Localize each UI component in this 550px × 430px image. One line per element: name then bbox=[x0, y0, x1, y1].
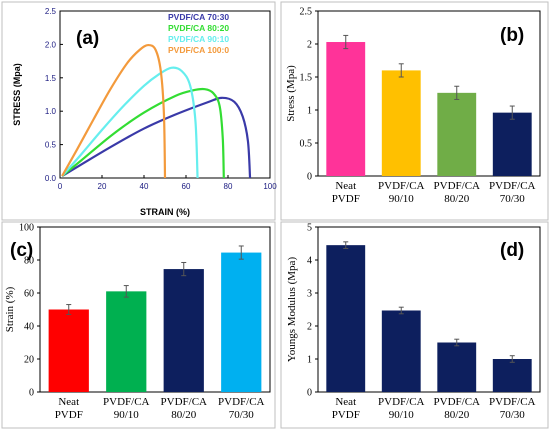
y-tick-label-2.0: 2.0 bbox=[45, 40, 57, 49]
category-label-3-0: PVDF/CA bbox=[489, 180, 536, 192]
y-tick-label-1: 1 bbox=[307, 355, 312, 366]
y-tick-label-2.5: 2.5 bbox=[45, 7, 57, 16]
category-label-2-0: PVDF/CA bbox=[434, 396, 481, 408]
x-tick-label-100: 100 bbox=[263, 182, 277, 191]
y-tick-label-2.5: 2.5 bbox=[300, 7, 313, 18]
y-tick-label-100: 100 bbox=[19, 223, 34, 234]
category-label-1-1: 90/10 bbox=[389, 409, 415, 421]
x-tick-label-60: 60 bbox=[182, 182, 191, 191]
x-tick-label-0: 0 bbox=[58, 182, 63, 191]
panel-label-b: (b) bbox=[500, 25, 524, 46]
category-label-3-1: 70/30 bbox=[229, 409, 255, 421]
category-label-2-0: PVDF/CA bbox=[161, 396, 208, 408]
y-tick-label-20: 20 bbox=[24, 355, 34, 366]
x-tick-label-20: 20 bbox=[98, 182, 107, 191]
bar-2 bbox=[437, 342, 477, 392]
category-label-1-1: 90/10 bbox=[114, 409, 140, 421]
y-tick-label-1.5: 1.5 bbox=[45, 74, 57, 83]
series-line-0 bbox=[61, 96, 252, 179]
category-label-3-1: 70/30 bbox=[500, 193, 526, 205]
category-label-2-1: 80/20 bbox=[171, 409, 197, 421]
y-axis-title: Stress (Mpa) bbox=[285, 65, 297, 122]
category-label-1-1: 90/10 bbox=[389, 193, 415, 205]
bar-0 bbox=[326, 42, 366, 176]
y-tick-label-0.5: 0.5 bbox=[300, 139, 313, 150]
x-tick-label-40: 40 bbox=[140, 182, 149, 191]
plot-area bbox=[317, 10, 541, 177]
bar-3 bbox=[221, 252, 262, 392]
panel-label-d: (d) bbox=[500, 240, 524, 261]
category-label-3-1: 70/30 bbox=[500, 409, 526, 421]
x-tick-label-80: 80 bbox=[224, 182, 233, 191]
category-label-0-0: Neat bbox=[335, 396, 356, 408]
category-label-0-1: PVDF bbox=[55, 409, 83, 421]
category-label-2-1: 80/20 bbox=[444, 409, 470, 421]
panel-label-c: (c) bbox=[10, 240, 33, 261]
y-tick-label-3: 3 bbox=[307, 289, 312, 300]
y-tick-label-0.0: 0.0 bbox=[45, 174, 57, 183]
y-axis-title: Youngs Modulus (Mpa) bbox=[286, 257, 298, 363]
bar-0 bbox=[326, 245, 366, 392]
category-label-3-0: PVDF/CA bbox=[218, 396, 265, 408]
y-tick-label-5: 5 bbox=[307, 223, 312, 234]
y-tick-label-0: 0 bbox=[29, 388, 34, 399]
bar-1 bbox=[381, 70, 421, 176]
bar-2 bbox=[437, 92, 477, 176]
panel-c-frame bbox=[1, 221, 276, 429]
category-label-0-1: PVDF bbox=[332, 193, 360, 205]
y-tick-label-2: 2 bbox=[307, 322, 312, 333]
panel-a: 0 20 40 60 80 100 0.0 0.5 1.0 1.5 2.0 2.5 STRAIN (%)… bbox=[1, 1, 277, 221]
bar-1 bbox=[381, 310, 421, 392]
panel-d-frame bbox=[280, 221, 549, 429]
legend-entry-3: PVDF/CA 100:0 bbox=[168, 45, 229, 55]
category-label-0-0: Neat bbox=[58, 396, 79, 408]
category-label-3-0: PVDF/CA bbox=[489, 396, 536, 408]
bar-1 bbox=[106, 291, 147, 392]
y-tick-label-0: 0 bbox=[307, 172, 312, 183]
y-tick-label-80: 80 bbox=[24, 256, 34, 267]
plot-area bbox=[317, 226, 541, 393]
bar-3 bbox=[492, 112, 532, 176]
y-tick-label-40: 40 bbox=[24, 322, 34, 333]
series-line-2 bbox=[61, 66, 199, 179]
category-label-1-0: PVDF/CA bbox=[103, 396, 150, 408]
y-tick-label-1.0: 1.0 bbox=[45, 107, 57, 116]
legend-entry-0: PVDF/CA 70:30 bbox=[168, 12, 229, 22]
y-tick-label-60: 60 bbox=[24, 289, 34, 300]
panel-d: 012345NeatPVDFPVDF/CA90/10PVDF/CA80/20PV… bbox=[280, 221, 549, 429]
y-tick-label-1: 1 bbox=[307, 106, 312, 117]
y-tick-label-2: 2 bbox=[307, 40, 312, 51]
y-tick-label-4: 4 bbox=[307, 256, 312, 267]
category-label-2-0: PVDF/CA bbox=[434, 180, 481, 192]
y-tick-label-0: 0 bbox=[307, 388, 312, 399]
y-tick-label-1.5: 1.5 bbox=[300, 73, 313, 84]
bar-0 bbox=[48, 309, 89, 392]
panel-a-frame bbox=[1, 1, 276, 221]
category-label-1-0: PVDF/CA bbox=[378, 180, 425, 192]
category-label-1-0: PVDF/CA bbox=[378, 396, 425, 408]
bar-2 bbox=[163, 269, 204, 392]
y-axis-title: Strain (%) bbox=[4, 286, 16, 332]
category-label-0-0: Neat bbox=[335, 180, 356, 192]
panel-c: 020406080100NeatPVDFPVDF/CA90/10PVDF/CA8… bbox=[1, 221, 276, 429]
legend-entry-2: PVDF/CA 90:10 bbox=[168, 34, 229, 44]
panel-label-a: (a) bbox=[76, 28, 99, 49]
y-tick-label-0.5: 0.5 bbox=[45, 141, 57, 150]
series-line-3 bbox=[61, 43, 167, 179]
bar-3 bbox=[492, 359, 532, 392]
x-axis-title: STRAIN (%) bbox=[140, 207, 190, 217]
plot-area bbox=[39, 226, 271, 393]
panel-b: 00.511.522.5NeatPVDFPVDF/CA90/10PVDF/CA8… bbox=[280, 1, 549, 221]
legend-entry-1: PVDF/CA 80:20 bbox=[168, 23, 229, 33]
category-label-0-1: PVDF bbox=[332, 409, 360, 421]
y-axis-title: STRESS (Mpa) bbox=[12, 63, 22, 126]
panel-b-frame bbox=[280, 1, 549, 221]
category-label-2-1: 80/20 bbox=[444, 193, 470, 205]
